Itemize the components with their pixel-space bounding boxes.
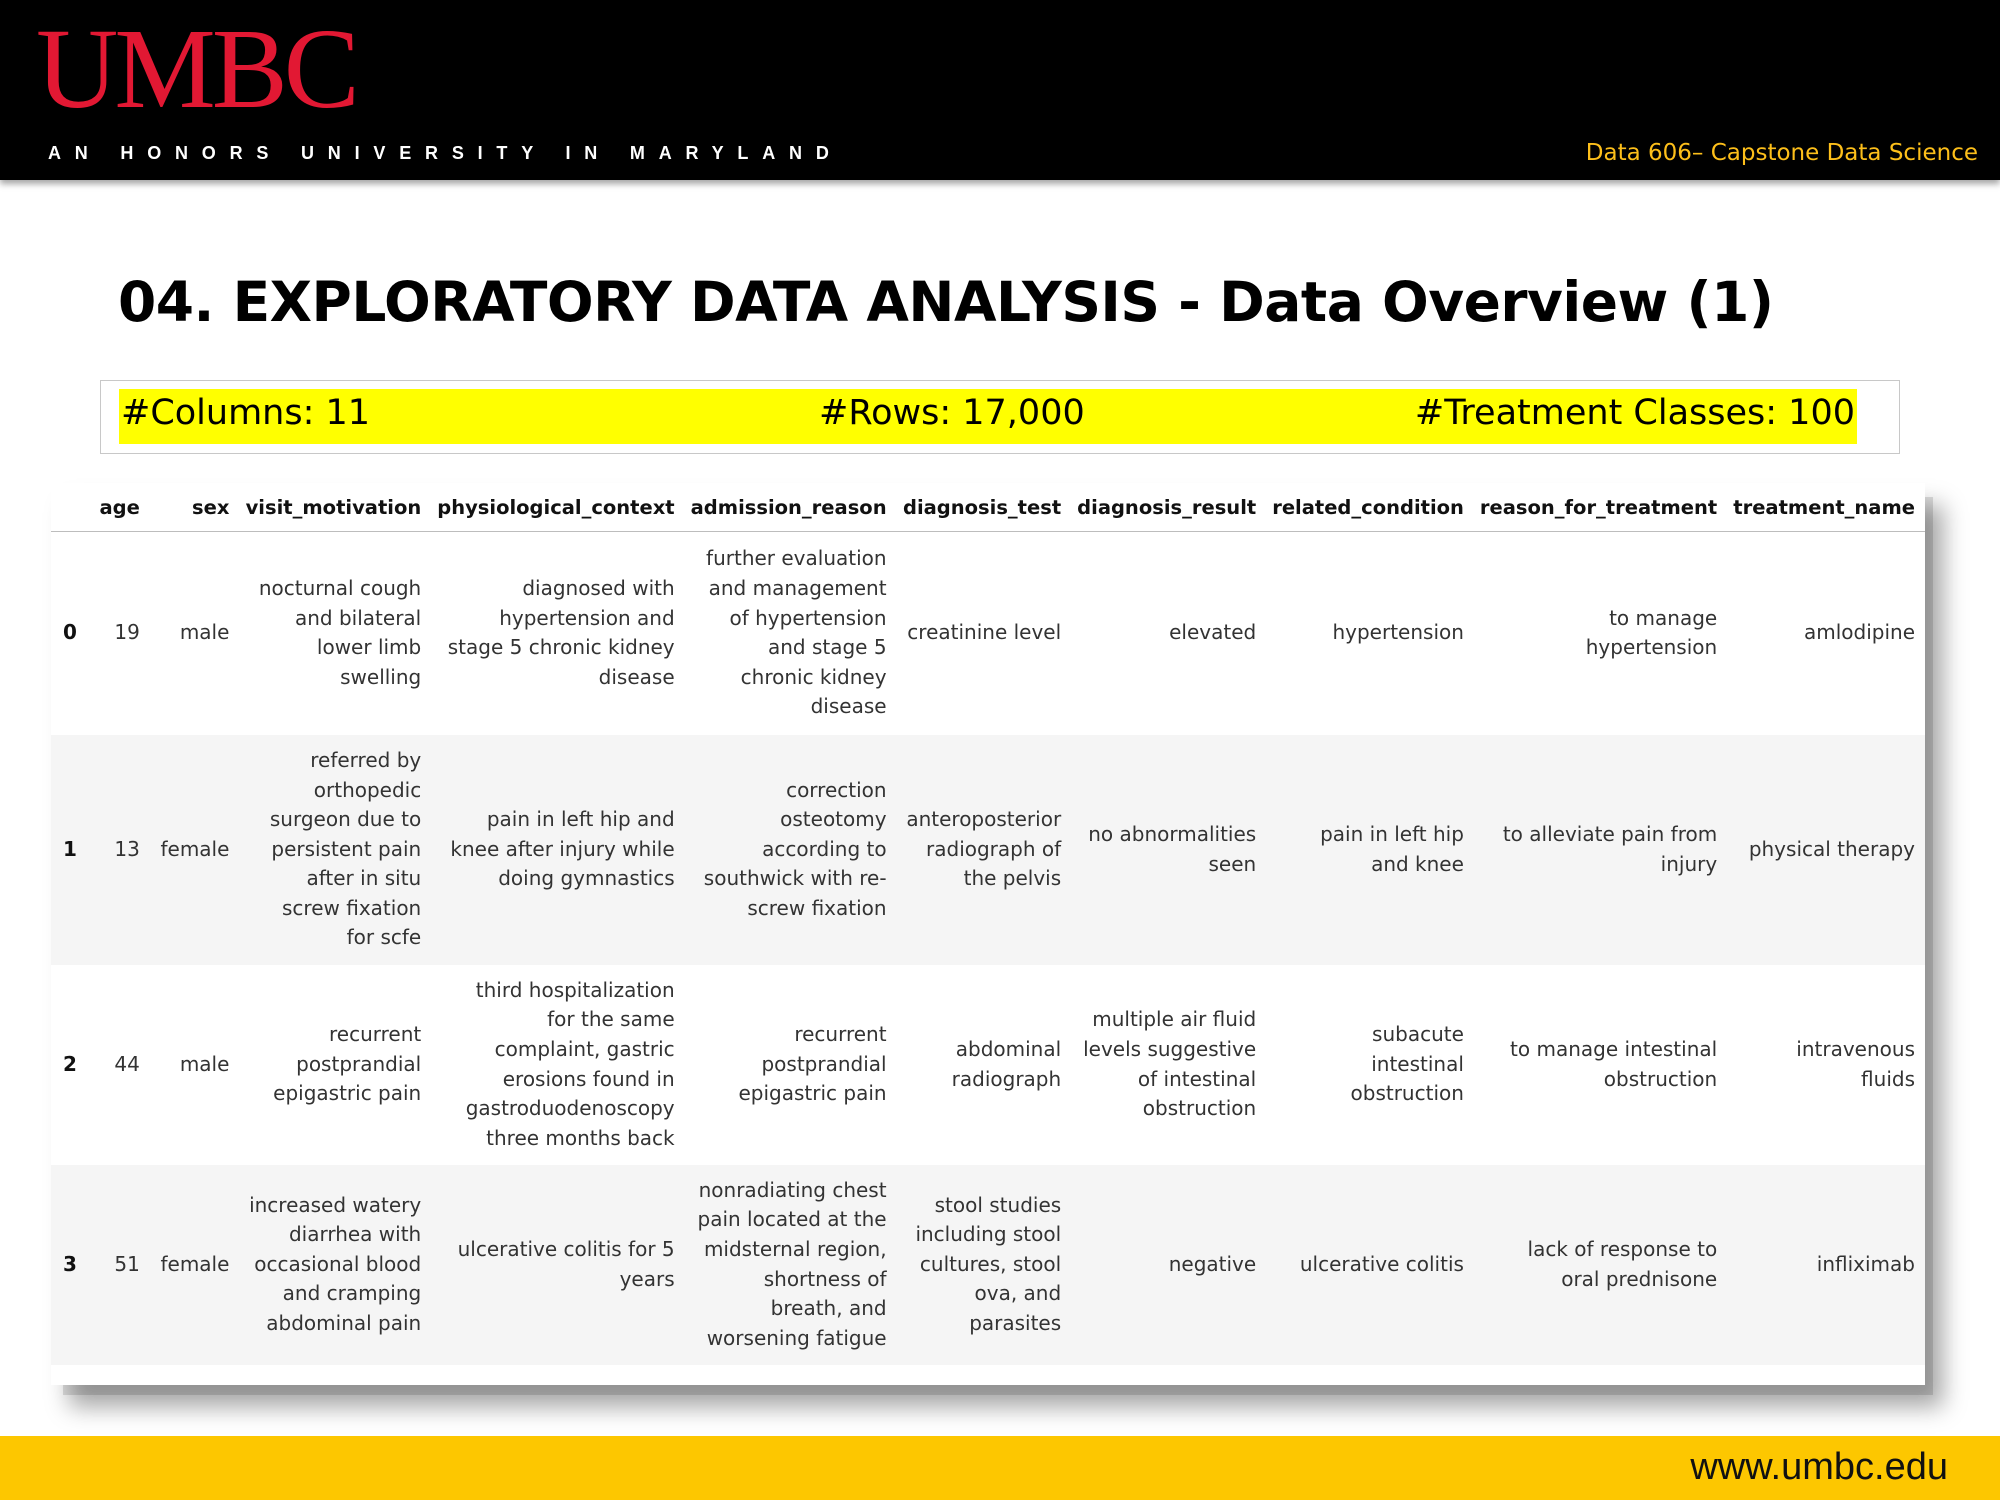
cell-diagnosis-test: stool studies including stool cultures, st… (915, 1192, 1062, 1335)
data-table: age sex visit_motivation physiological_cont… (51, 483, 1925, 1365)
row-index: 2 (63, 1051, 77, 1076)
cell-admission-reason: nonradiating chest pain located at the mid… (697, 1177, 887, 1350)
column-header-diagnosis-result: diagnosis_result (1071, 483, 1267, 532)
cell-diagnosis-test: creatinine level (907, 620, 1062, 645)
cell-sex: female (160, 836, 230, 861)
cell-sex: male (179, 620, 230, 645)
header-bar: UMBC AN HONORS UNIVERSITY IN MARYLAND Da… (0, 0, 2000, 180)
cell-age: 51 (114, 1251, 140, 1276)
dataframe-preview: age sex visit_motivation physiological_cont… (51, 483, 1925, 1385)
cell-diagnosis-result: multiple air fluid levels suggestive of in… (1083, 1007, 1257, 1121)
cell-visit-motivation: recurrent postprandial epigastric pain (273, 1022, 422, 1106)
columns-count: #Columns: 11 (121, 393, 371, 433)
cell-visit-motivation: increased watery diarrhea with occasional … (249, 1192, 422, 1335)
cell-diagnosis-result: no abnormalities seen (1088, 821, 1257, 876)
treatment-classes-count: #Treatment Classes: 100 (1414, 393, 1855, 433)
table-row: 1 13 female referred by orthopedic surgeon du… (51, 734, 1925, 965)
cell-treatment-name: intravenous fluids (1796, 1036, 1915, 1091)
cell-related-condition: subacute intestinal obstruction (1350, 1022, 1464, 1106)
rows-count: #Rows: 17,000 (819, 393, 1085, 433)
column-header-diagnosis-test: diagnosis_test (896, 483, 1072, 532)
column-header-admission-reason: admission_reason (684, 483, 897, 532)
column-header-related-condition: related_condition (1266, 483, 1474, 532)
column-header-age: age (91, 483, 150, 532)
footer-bar: www.umbc.edu (0, 1436, 2000, 1500)
table-row: 3 51 female increased watery diarrhea with oc… (51, 1164, 1925, 1365)
course-title: Data 606– Capstone Data Science (1585, 140, 1978, 166)
cell-physiological-context: pain in left hip and knee after injury wh… (450, 807, 675, 891)
cell-reason-for-treatment: to manage intestinal obstruction (1510, 1036, 1718, 1091)
table-body: 0 19 male nocturnal cough and bilateral lower… (51, 531, 1925, 1365)
cell-age: 44 (114, 1051, 140, 1076)
cell-treatment-name: infliximab (1816, 1251, 1915, 1276)
cell-sex: female (160, 1251, 230, 1276)
website-url: www.umbc.edu (1690, 1446, 1948, 1488)
cell-visit-motivation: nocturnal cough and bilateral lower limb sw… (258, 576, 422, 689)
cell-physiological-context: ulcerative colitis for 5 years (457, 1236, 675, 1291)
cell-sex: male (179, 1051, 230, 1076)
cell-diagnosis-result: elevated (1169, 620, 1257, 645)
cell-age: 19 (114, 620, 140, 645)
cell-diagnosis-result: negative (1168, 1251, 1257, 1276)
row-index: 1 (63, 836, 77, 861)
cell-diagnosis-test: abdominal radiograph (951, 1036, 1062, 1091)
dataset-stats-box: #Columns: 11 #Rows: 17,000 #Treatment Cl… (100, 380, 1900, 454)
cell-reason-for-treatment: to alleviate pain from injury (1502, 821, 1718, 876)
cell-admission-reason: correction osteotomy according to southwick… (703, 777, 887, 920)
row-index: 3 (63, 1251, 77, 1276)
cell-admission-reason: further evaluation and management of hyper… (706, 546, 887, 719)
column-header-sex: sex (149, 483, 240, 532)
column-header-physiological-context: physiological_context (431, 483, 685, 532)
umbc-logo: UMBC (36, 5, 360, 132)
cell-reason-for-treatment: to manage hypertension (1585, 605, 1718, 660)
cell-diagnosis-test: anteroposterior radiograph of the pelvis (906, 807, 1062, 891)
cell-treatment-name: amlodipine (1803, 620, 1915, 645)
university-tagline: AN HONORS UNIVERSITY IN MARYLAND (48, 143, 843, 163)
cell-physiological-context: third hospitalization for the same complai… (465, 977, 675, 1150)
slide-title: 04. EXPLORATORY DATA ANALYSIS - Data Ove… (118, 270, 1774, 334)
cell-related-condition: hypertension (1332, 620, 1464, 645)
stats-highlight: #Columns: 11 #Rows: 17,000 #Treatment Cl… (119, 389, 1857, 444)
column-header-treatment-name: treatment_name (1727, 483, 1925, 532)
cell-reason-for-treatment: lack of response to oral prednisone (1527, 1236, 1718, 1291)
column-header-reason-for-treatment: reason_for_treatment (1473, 483, 1728, 532)
row-index: 0 (63, 620, 77, 645)
table-header-row: age sex visit_motivation physiological_cont… (51, 483, 1925, 532)
table-row: 2 44 male recurrent postprandial epigastric p… (51, 964, 1925, 1165)
cell-age: 13 (114, 836, 140, 861)
cell-visit-motivation: referred by orthopedic surgeon due to persi… (269, 747, 422, 950)
cell-related-condition: ulcerative colitis (1299, 1251, 1464, 1276)
cell-related-condition: pain in left hip and knee (1320, 821, 1464, 876)
cell-treatment-name: physical therapy (1748, 836, 1915, 861)
table-row: 0 19 male nocturnal cough and bilateral lower… (51, 531, 1925, 735)
cell-physiological-context: diagnosed with hypertension and stage 5 ch… (447, 576, 675, 689)
column-header-visit-motivation: visit_motivation (239, 483, 432, 532)
cell-admission-reason: recurrent postprandial epigastric pain (738, 1022, 887, 1106)
index-header (51, 483, 92, 532)
